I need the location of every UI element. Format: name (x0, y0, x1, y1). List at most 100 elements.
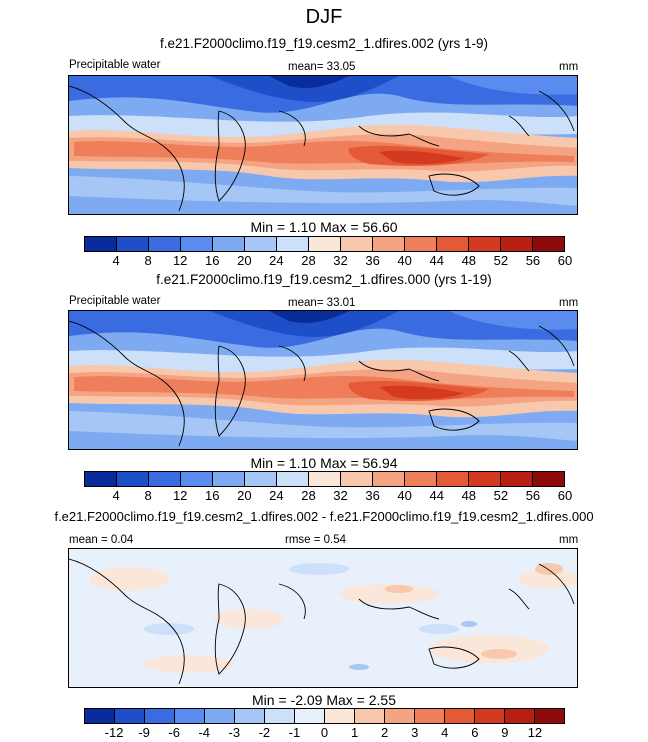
colorbar-swatch (85, 709, 115, 723)
colorbar-tick-label: 60 (557, 253, 573, 268)
colorbar-swatch (469, 472, 501, 486)
colorbar-tick-label: 48 (461, 488, 477, 503)
colorbar-swatch (533, 237, 564, 251)
colorbar-tick-label: 20 (237, 488, 252, 503)
colorbar-swatch (373, 472, 405, 486)
panel1-units-label: mm (559, 61, 579, 73)
colorbar-swatch (501, 237, 533, 251)
colorbar-tick-label: 52 (493, 488, 509, 503)
panel2-case-title: f.e21.F2000climo.f19_f19.cesm2_1.dfires.… (156, 272, 492, 287)
colorbar-swatch (445, 709, 475, 723)
panel3-colorbar-ticks: -12 -9 -6 -4 -3 -2 -1 0 1 2 3 4 6 9 12 (84, 725, 565, 741)
colorbar-tick-label: 0 (320, 725, 329, 740)
panel2-minmax: Min = 1.10 Max = 56.94 (250, 455, 398, 471)
colorbar-tick-label: 1 (350, 725, 359, 740)
colorbar-swatch (245, 472, 277, 486)
panel1-colorbar-ticks: 4 8 12 16 20 24 28 32 36 40 44 48 52 56 60 (84, 253, 572, 269)
colorbar-tick-label: 36 (365, 253, 380, 268)
colorbar-swatch (385, 709, 415, 723)
colorbar-swatch (277, 472, 309, 486)
colorbar-tick-label: 4 (112, 253, 120, 268)
colorbar-tick-label: 32 (333, 253, 348, 268)
colorbar-swatch (85, 472, 117, 486)
colorbar-swatch (373, 237, 405, 251)
colorbar-swatch (235, 709, 265, 723)
colorbar-tick-label: -2 (258, 725, 271, 740)
panel1-variable-label: Precipitable water (69, 59, 161, 71)
colorbar-tick-label: 56 (525, 253, 541, 268)
colorbar-swatch (355, 709, 385, 723)
panel2-map (68, 310, 578, 450)
panel3-map-svg (69, 549, 577, 687)
colorbar-swatch (117, 472, 149, 486)
figure-title: DJF (305, 6, 343, 28)
colorbar-swatch (265, 709, 295, 723)
colorbar-swatch (475, 709, 505, 723)
colorbar-swatch (405, 472, 437, 486)
colorbar-tick-label: 36 (365, 488, 380, 503)
colorbar-swatch (535, 709, 564, 723)
colorbar-tick-label: 28 (301, 253, 316, 268)
colorbar-tick-label: 2 (381, 725, 389, 740)
colorbar-swatch (149, 472, 181, 486)
colorbar-tick-label: 24 (269, 253, 284, 268)
colorbar-swatch (469, 237, 501, 251)
colorbar-swatch (149, 237, 181, 251)
colorbar-tick-label: -12 (104, 725, 124, 740)
colorbar-swatch (309, 237, 341, 251)
colorbar-swatch (437, 237, 469, 251)
colorbar-swatch (309, 472, 341, 486)
panel1-mean-label: mean= 33.05 (288, 61, 356, 73)
colorbar-tick-label: 12 (172, 488, 188, 503)
colorbar-swatch (245, 237, 277, 251)
panel3-case-title: f.e21.F2000climo.f19_f19.cesm2_1.dfires.… (54, 509, 594, 524)
panel2-map-svg (69, 311, 577, 449)
panel3-minmax: Min = -2.09 Max = 2.55 (252, 692, 396, 708)
panel2-variable-label: Precipitable water (69, 295, 161, 307)
colorbar-tick-label: -4 (198, 725, 211, 740)
colorbar-tick-label: 3 (411, 725, 419, 740)
colorbar-tick-label: -9 (138, 725, 150, 740)
panel1-minmax: Min = 1.10 Max = 56.60 (250, 219, 398, 235)
colorbar-swatch (277, 237, 309, 251)
panel1-colorbar (84, 236, 565, 252)
colorbar-tick-label: 12 (527, 725, 543, 740)
colorbar-swatch (325, 709, 355, 723)
colorbar-tick-label: 9 (501, 725, 509, 740)
colorbar-swatch (213, 237, 245, 251)
panel3-units-label: mm (559, 534, 579, 546)
colorbar-swatch (181, 472, 213, 486)
colorbar-swatch (501, 472, 533, 486)
panel1-case-title: f.e21.F2000climo.f19_f19.cesm2_1.dfires.… (160, 36, 488, 51)
colorbar-tick-label: 44 (429, 488, 444, 503)
panel2-units-label: mm (559, 297, 579, 309)
colorbar-swatch (415, 709, 445, 723)
colorbar-tick-label: 6 (471, 725, 479, 740)
colorbar-tick-label: 16 (205, 488, 220, 503)
colorbar-tick-label: -6 (168, 725, 180, 740)
colorbar-swatch (175, 709, 205, 723)
colorbar-tick-label: 60 (557, 488, 573, 503)
colorbar-tick-label: 48 (461, 253, 477, 268)
colorbar-tick-label: 20 (237, 253, 252, 268)
colorbar-tick-label: 56 (525, 488, 541, 503)
colorbar-tick-label: 8 (144, 253, 152, 268)
colorbar-swatch (85, 237, 117, 251)
panel3-mean-label: mean = 0.04 (69, 534, 134, 546)
colorbar-tick-label: 12 (172, 253, 188, 268)
colorbar-tick-label: 32 (333, 488, 348, 503)
colorbar-swatch (437, 472, 469, 486)
colorbar-tick-label: 4 (441, 725, 449, 740)
colorbar-tick-label: 8 (144, 488, 152, 503)
colorbar-swatch (533, 472, 564, 486)
colorbar-swatch (213, 472, 245, 486)
colorbar-swatch (117, 237, 149, 251)
panel3-map (68, 548, 578, 688)
colorbar-swatch (145, 709, 175, 723)
colorbar-swatch (341, 472, 373, 486)
colorbar-swatch (181, 237, 213, 251)
colorbar-swatch (341, 237, 373, 251)
colorbar-tick-label: -3 (228, 725, 241, 740)
colorbar-tick-label: 52 (493, 253, 509, 268)
colorbar-tick-label: 28 (301, 488, 316, 503)
